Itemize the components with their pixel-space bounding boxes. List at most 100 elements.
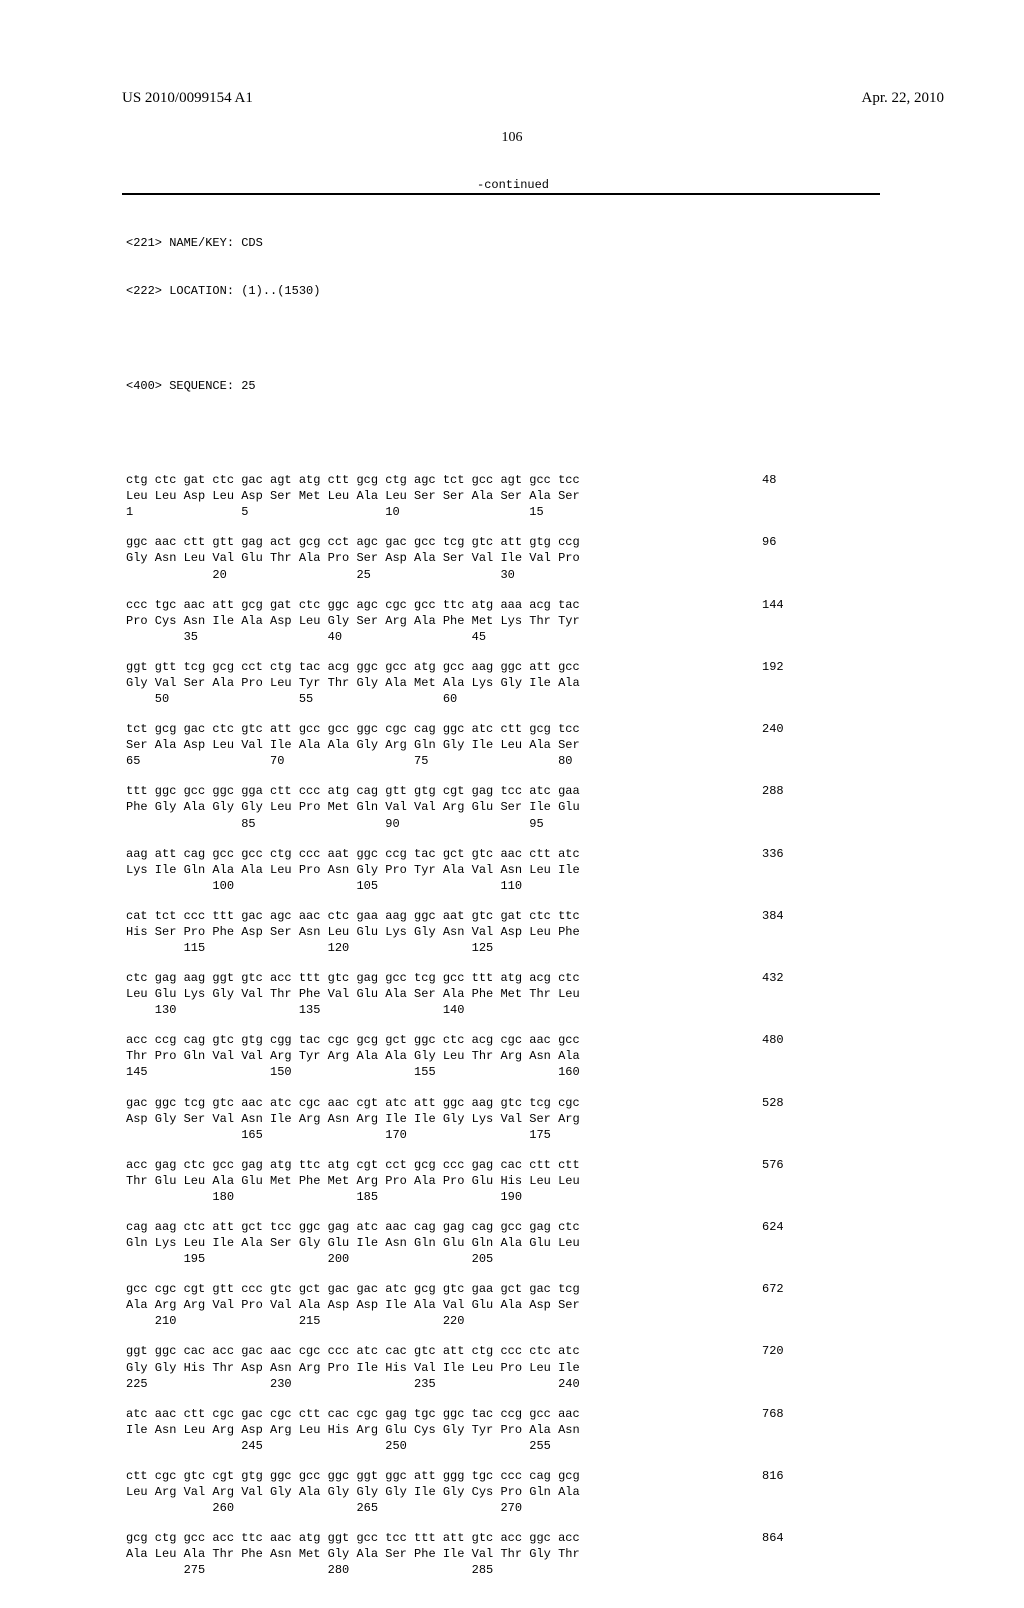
nucleotide-position: 768 <box>762 1406 784 1422</box>
residue-numbers: 145 150 155 160 <box>126 1064 580 1080</box>
nucleotide-position: 528 <box>762 1095 784 1111</box>
amino-line: His Ser Pro Phe Asp Ser Asn Leu Glu Lys … <box>126 924 580 940</box>
residue-numbers: 85 90 95 <box>126 816 580 832</box>
amino-line: Leu Glu Lys Gly Val Thr Phe Val Glu Ala … <box>126 986 580 1002</box>
amino-line: Leu Arg Val Arg Val Gly Ala Gly Gly Gly … <box>126 1484 580 1500</box>
publication-number: US 2010/0099154 A1 <box>122 90 253 107</box>
amino-line: Pro Cys Asn Ile Ala Asp Leu Gly Ser Arg … <box>126 613 580 629</box>
nucleotide-position: 432 <box>762 970 784 986</box>
sequence-block: tct gcg gac ctc gtc att gcc gcc ggc cgc … <box>126 721 580 769</box>
residue-numbers: 1 5 10 15 <box>126 504 580 520</box>
amino-line: Lys Ile Gln Ala Ala Leu Pro Asn Gly Pro … <box>126 862 580 878</box>
nucleotide-position: 624 <box>762 1219 784 1235</box>
nucleotide-position: 96 <box>762 534 776 550</box>
publication-date: Apr. 22, 2010 <box>862 90 945 107</box>
sequence-block: ttt ggc gcc ggc gga ctt ccc atg cag gtt … <box>126 783 580 831</box>
amino-line: Thr Glu Leu Ala Glu Met Phe Met Arg Pro … <box>126 1173 580 1189</box>
sequence-block: ccc tgc aac att gcg gat ctc ggc agc cgc … <box>126 597 580 645</box>
amino-line: Ile Asn Leu Arg Asp Arg Leu His Arg Glu … <box>126 1422 580 1438</box>
nucleotide-position: 192 <box>762 659 784 675</box>
residue-numbers: 165 170 175 <box>126 1127 580 1143</box>
codon-line: ttt ggc gcc ggc gga ctt ccc atg cag gtt … <box>126 783 580 799</box>
sequence-block: ctc gag aag ggt gtc acc ttt gtc gag gcc … <box>126 970 580 1018</box>
residue-numbers: 65 70 75 80 <box>126 753 580 769</box>
residue-numbers: 180 185 190 <box>126 1189 580 1205</box>
codon-line: gcc cgc cgt gtt ccc gtc gct gac gac atc … <box>126 1281 580 1297</box>
sequence-block: aag att cag gcc gcc ctg ccc aat ggc ccg … <box>126 846 580 894</box>
nucleotide-position: 720 <box>762 1343 784 1359</box>
sequence-block: cat tct ccc ttt gac agc aac ctc gaa aag … <box>126 908 580 956</box>
residue-numbers: 195 200 205 <box>126 1251 580 1267</box>
sequence-header: <400> SEQUENCE: 25 <box>126 378 580 394</box>
feature-name-key: <221> NAME/KEY: CDS <box>126 235 580 251</box>
residue-numbers: 210 215 220 <box>126 1313 580 1329</box>
nucleotide-position: 480 <box>762 1032 784 1048</box>
amino-line: Gly Val Ser Ala Pro Leu Tyr Thr Gly Ala … <box>126 675 580 691</box>
sequence-block: ggt gtt tcg gcg cct ctg tac acg ggc gcc … <box>126 659 580 707</box>
residue-numbers: 275 280 285 <box>126 1562 580 1578</box>
sequence-block: ctg ctc gat ctc gac agt atg ctt gcg ctg … <box>126 472 580 520</box>
codon-line: cag aag ctc att gct tcc ggc gag atc aac … <box>126 1219 580 1235</box>
codon-line: ggt ggc cac acc gac aac cgc ccc atc cac … <box>126 1343 580 1359</box>
residue-numbers: 260 265 270 <box>126 1500 580 1516</box>
codon-line: gcg ctg gcc acc ttc aac atg ggt gcc tcc … <box>126 1530 580 1546</box>
residue-numbers: 245 250 255 <box>126 1438 580 1454</box>
codon-line: cat tct ccc ttt gac agc aac ctc gaa aag … <box>126 908 580 924</box>
amino-line: Ser Ala Asp Leu Val Ile Ala Ala Gly Arg … <box>126 737 580 753</box>
sequence-blocks: ctg ctc gat ctc gac agt atg ctt gcg ctg … <box>126 472 580 1578</box>
sequence-block: acc gag ctc gcc gag atg ttc atg cgt cct … <box>126 1157 580 1205</box>
residue-numbers: 20 25 30 <box>126 567 580 583</box>
amino-line: Asp Gly Ser Val Asn Ile Arg Asn Arg Ile … <box>126 1111 580 1127</box>
continued-label: -continued <box>477 178 549 192</box>
amino-line: Thr Pro Gln Val Val Arg Tyr Arg Ala Ala … <box>126 1048 580 1064</box>
sequence-block: ctt cgc gtc cgt gtg ggc gcc ggc ggt ggc … <box>126 1468 580 1516</box>
nucleotide-position: 336 <box>762 846 784 862</box>
residue-numbers: 225 230 235 240 <box>126 1376 580 1392</box>
nucleotide-position: 864 <box>762 1530 784 1546</box>
codon-line: gac ggc tcg gtc aac atc cgc aac cgt atc … <box>126 1095 580 1111</box>
feature-location: <222> LOCATION: (1)..(1530) <box>126 283 580 299</box>
sequence-block: atc aac ctt cgc gac cgc ctt cac cgc gag … <box>126 1406 580 1454</box>
codon-line: atc aac ctt cgc gac cgc ctt cac cgc gag … <box>126 1406 580 1422</box>
codon-line: ccc tgc aac att gcg gat ctc ggc agc cgc … <box>126 597 580 613</box>
nucleotide-position: 288 <box>762 783 784 799</box>
sequence-block: gcg ctg gcc acc ttc aac atg ggt gcc tcc … <box>126 1530 580 1578</box>
sequence-block: acc ccg cag gtc gtg cgg tac cgc gcg gct … <box>126 1032 580 1080</box>
amino-line: Ala Leu Ala Thr Phe Asn Met Gly Ala Ser … <box>126 1546 580 1562</box>
sequence-block: ggc aac ctt gtt gag act gcg cct agc gac … <box>126 534 580 582</box>
amino-line: Gly Asn Leu Val Glu Thr Ala Pro Ser Asp … <box>126 550 580 566</box>
codon-line: acc ccg cag gtc gtg cgg tac cgc gcg gct … <box>126 1032 580 1048</box>
codon-line: tct gcg gac ctc gtc att gcc gcc ggc cgc … <box>126 721 580 737</box>
nucleotide-position: 816 <box>762 1468 784 1484</box>
sequence-content: <221> NAME/KEY: CDS <222> LOCATION: (1).… <box>126 203 580 1608</box>
residue-numbers: 130 135 140 <box>126 1002 580 1018</box>
codon-line: ggt gtt tcg gcg cct ctg tac acg ggc gcc … <box>126 659 580 675</box>
sequence-block: gcc cgc cgt gtt ccc gtc gct gac gac atc … <box>126 1281 580 1329</box>
amino-line: Phe Gly Ala Gly Gly Leu Pro Met Gln Val … <box>126 799 580 815</box>
nucleotide-position: 576 <box>762 1157 784 1173</box>
codon-line: ctg ctc gat ctc gac agt atg ctt gcg ctg … <box>126 472 580 488</box>
nucleotide-position: 240 <box>762 721 784 737</box>
nucleotide-position: 144 <box>762 597 784 613</box>
codon-line: ggc aac ctt gtt gag act gcg cct agc gac … <box>126 534 580 550</box>
amino-line: Gly Gly His Thr Asp Asn Arg Pro Ile His … <box>126 1360 580 1376</box>
nucleotide-position: 48 <box>762 472 776 488</box>
page-number: 106 <box>0 130 1024 146</box>
horizontal-rule <box>122 193 880 195</box>
codon-line: ctt cgc gtc cgt gtg ggc gcc ggc ggt ggc … <box>126 1468 580 1484</box>
sequence-block: cag aag ctc att gct tcc ggc gag atc aac … <box>126 1219 580 1267</box>
amino-line: Gln Lys Leu Ile Ala Ser Gly Glu Ile Asn … <box>126 1235 580 1251</box>
residue-numbers: 35 40 45 <box>126 629 580 645</box>
residue-numbers: 100 105 110 <box>126 878 580 894</box>
amino-line: Ala Arg Arg Val Pro Val Ala Asp Asp Ile … <box>126 1297 580 1313</box>
sequence-block: ggt ggc cac acc gac aac cgc ccc atc cac … <box>126 1343 580 1391</box>
nucleotide-position: 384 <box>762 908 784 924</box>
amino-line: Leu Leu Asp Leu Asp Ser Met Leu Ala Leu … <box>126 488 580 504</box>
codon-line: aag att cag gcc gcc ctg ccc aat ggc ccg … <box>126 846 580 862</box>
residue-numbers: 50 55 60 <box>126 691 580 707</box>
residue-numbers: 115 120 125 <box>126 940 580 956</box>
codon-line: acc gag ctc gcc gag atg ttc atg cgt cct … <box>126 1157 580 1173</box>
sequence-block: gac ggc tcg gtc aac atc cgc aac cgt atc … <box>126 1095 580 1143</box>
nucleotide-position: 672 <box>762 1281 784 1297</box>
codon-line: ctc gag aag ggt gtc acc ttt gtc gag gcc … <box>126 970 580 986</box>
